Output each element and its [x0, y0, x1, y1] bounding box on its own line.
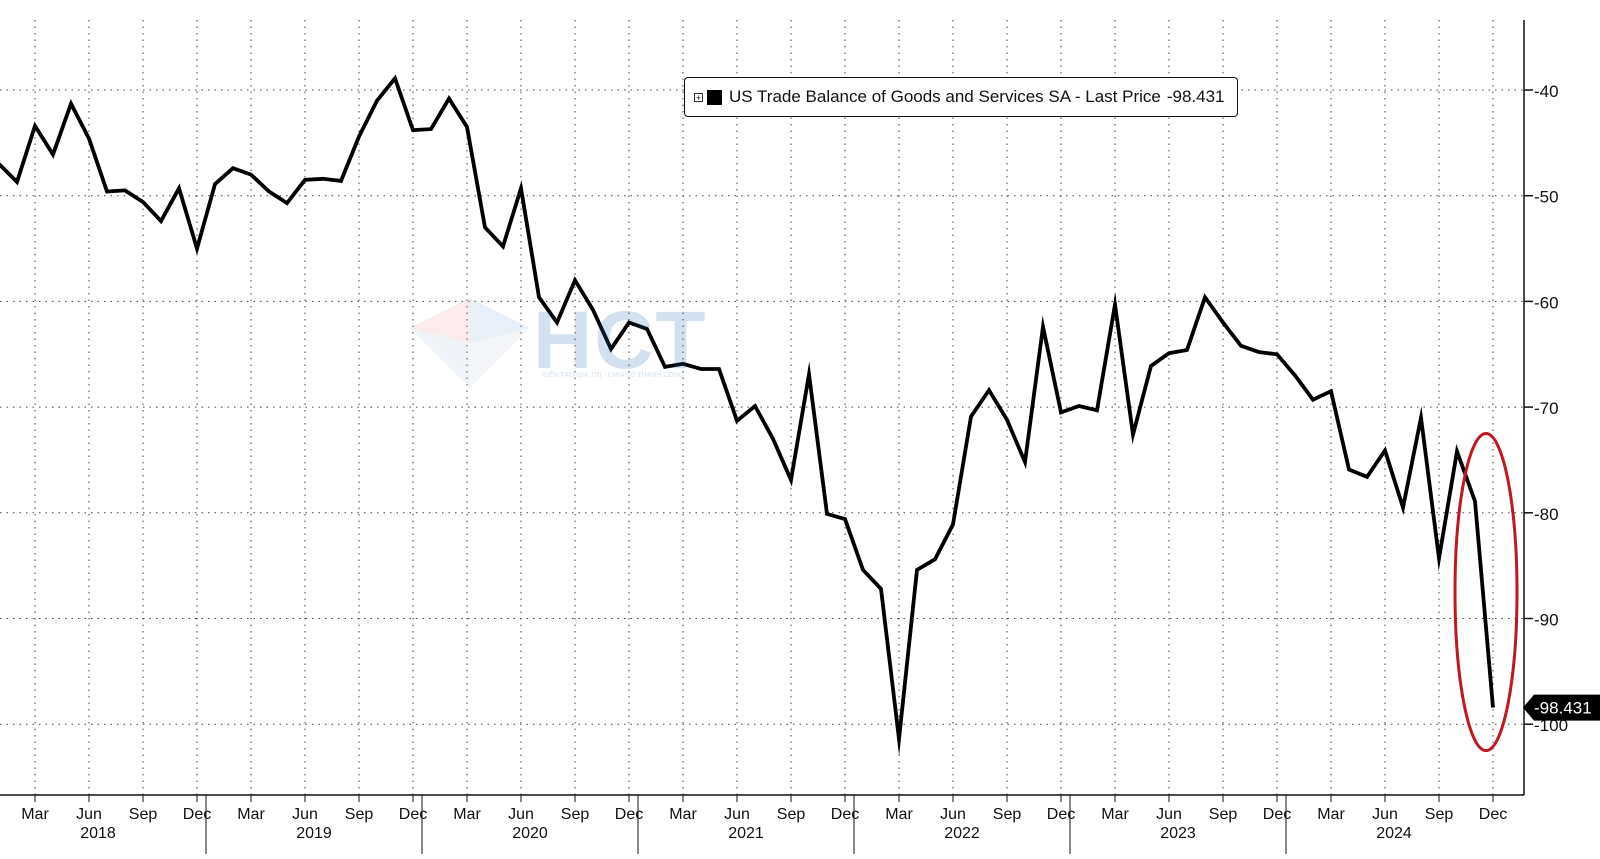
x-month-label: Dec [831, 806, 859, 823]
x-month-label: Jun [1156, 806, 1182, 823]
legend-swatch [707, 89, 722, 105]
trade-balance-line [0, 74, 1495, 756]
legend-expand-icon[interactable]: + [694, 92, 703, 103]
x-month-label: Sep [129, 806, 158, 823]
x-month-label: Dec [615, 806, 643, 823]
x-month-label: Sep [345, 806, 374, 823]
x-month-label: Jun [940, 806, 966, 823]
x-year-label: 2021 [728, 825, 764, 842]
chart-legend: + US Trade Balance of Goods and Services… [684, 77, 1238, 117]
x-month-label: Sep [777, 806, 806, 823]
x-month-label: Jun [76, 806, 102, 823]
x-year-label: 2022 [944, 825, 980, 842]
legend-last-price: -98.431 [1166, 87, 1225, 106]
watermark-diamond-icon [410, 298, 530, 388]
x-month-label: Mar [1101, 806, 1129, 823]
last-value-tag-bg [1523, 694, 1600, 721]
x-month-label: Mar [1317, 806, 1345, 823]
x-month-label: Jun [724, 806, 750, 823]
x-month-label: Sep [993, 806, 1022, 823]
x-year-label: 2023 [1160, 825, 1196, 842]
annotations: -98.431 [1453, 432, 1600, 753]
grid-lines [0, 20, 1524, 795]
x-month-label: Jun [1372, 806, 1398, 823]
y-tick-label: -80 [1534, 505, 1559, 524]
x-month-label: Mar [885, 806, 913, 823]
y-tick-label: -50 [1534, 188, 1559, 207]
x-month-label: Mar [453, 806, 481, 823]
x-month-label: Mar [669, 806, 697, 823]
x-month-label: Jun [292, 806, 318, 823]
x-year-label: 2018 [80, 825, 116, 842]
highlight-ellipse [1453, 432, 1519, 753]
x-month-label: Dec [183, 806, 211, 823]
legend-label: US Trade Balance of Goods and Services S… [729, 87, 1161, 106]
x-month-label: Jun [508, 806, 534, 823]
last-value-tag: -98.431 [1523, 694, 1600, 721]
x-month-label: Dec [399, 806, 427, 823]
x-month-label: Mar [21, 806, 49, 823]
x-year-label: 2019 [296, 825, 332, 842]
y-tick-label: -40 [1534, 82, 1559, 101]
x-year-label: 2024 [1376, 825, 1412, 842]
last-value-tag-text: -98.431 [1534, 699, 1592, 718]
x-month-label: Sep [1425, 806, 1454, 823]
y-tick-label: -60 [1534, 293, 1559, 312]
axes: -40 -50 -60 -70 -80 -90 -100 Mar Jun Sep Dec Mar Jun… [0, 20, 1568, 854]
x-month-label: Mar [237, 806, 265, 823]
x-month-label: Dec [1263, 806, 1291, 823]
x-year-label: 2020 [512, 825, 548, 842]
x-month-label: Dec [1047, 806, 1075, 823]
y-tick-label: -100 [1534, 716, 1568, 735]
watermark-text: HCT [533, 295, 708, 386]
y-tick-label: -70 [1534, 399, 1559, 418]
watermark-logo: HCT KIẾN TẠO GIÁ TRỊ - CHIA SẺ THÀNH CÔN… [410, 298, 720, 390]
data-series [0, 74, 1495, 756]
x-month-label: Sep [561, 806, 590, 823]
y-tick-label: -90 [1534, 611, 1559, 630]
x-month-label: Sep [1209, 806, 1238, 823]
watermark-tagline: KIẾN TẠO GIÁ TRỊ - CHIA SẺ THÀNH CÔNG [542, 372, 685, 379]
x-month-label: Dec [1479, 806, 1507, 823]
